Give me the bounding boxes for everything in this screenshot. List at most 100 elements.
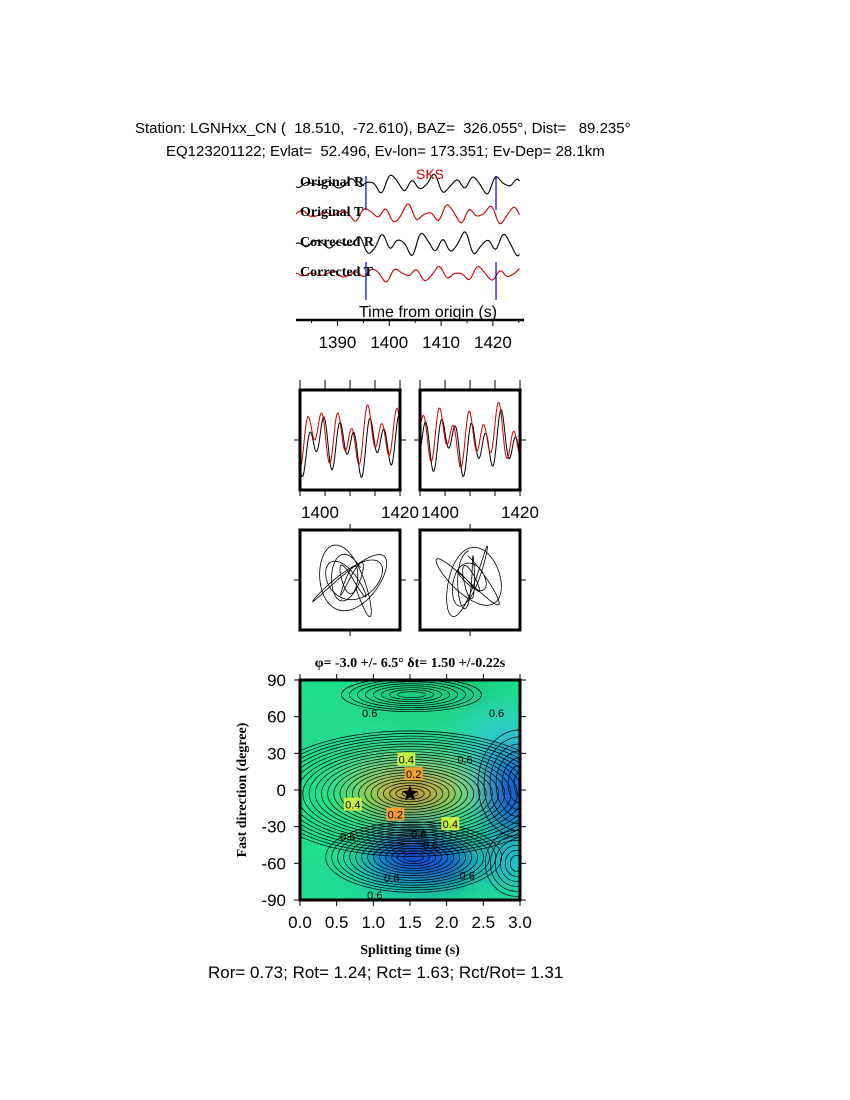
trace-label: Corrected R: [300, 235, 375, 250]
contour-label: 0.2: [388, 809, 403, 821]
trace-label: Original T: [300, 205, 364, 220]
energy-contour: [477, 729, 520, 839]
splitting-result-title: φ= -3.0 +/- 6.5° δt= 1.50 +/-0.22s: [315, 656, 506, 671]
energy-contour: [300, 730, 520, 857]
heatmap-x-tick-label: 0.5: [325, 913, 349, 932]
contour-label: 0.2: [406, 769, 421, 781]
contour-label-bg: [397, 752, 416, 766]
energy-contour: [507, 764, 520, 804]
contour-label: 0.6: [367, 890, 382, 902]
energy-contour: [501, 757, 520, 811]
trace-original-t: [295, 203, 520, 225]
contour-label: 0.6: [384, 873, 399, 885]
heatmap-y-tick-label: -30: [261, 818, 286, 837]
energy-contour: [383, 782, 437, 805]
heatmap-y-tick-label: 0: [277, 781, 286, 800]
energy-contour: [367, 838, 461, 876]
waveform-tick-label: 1400: [301, 503, 339, 522]
time-tick-label: 1400: [370, 333, 408, 352]
waveform-fast: [420, 408, 520, 478]
energy-contour: [483, 736, 520, 832]
heatmap-x-tick-label: 2.0: [435, 913, 459, 932]
energy-contour: [373, 840, 455, 874]
best-fit-star-icon: [401, 785, 419, 801]
heatmap-y-tick-label: -60: [261, 854, 286, 873]
energy-contour: [389, 689, 434, 701]
energy-contour: [489, 834, 520, 892]
phase-label-sks: SKS: [416, 166, 444, 182]
energy-contour: [499, 844, 520, 882]
energy-contour: [403, 852, 425, 862]
ratio-summary: Ror= 0.73; Rot= 1.24; Rct= 1.63; Rct/Rot…: [208, 963, 564, 982]
heatmap-y-tick-label: 90: [267, 671, 286, 690]
contour-label: 0.6: [460, 871, 475, 883]
energy-contour: [385, 845, 443, 869]
energy-contour: [373, 685, 450, 705]
time-tick-label: 1420: [474, 333, 512, 352]
energy-contour: [341, 680, 482, 713]
waveform-tick-label: 1400: [421, 503, 459, 522]
energy-contour: [325, 821, 503, 893]
energy-contour: [391, 848, 437, 867]
trace-label: Original R: [300, 175, 365, 190]
trace-label: Corrected T: [300, 265, 374, 280]
waveform-slow: [300, 404, 400, 470]
heatmap-x-tick-label: 1.0: [362, 913, 386, 932]
waveform-fast: [300, 413, 400, 478]
contour-label: 0.6: [362, 708, 377, 720]
waveform-slow: [420, 401, 520, 469]
heatmap-x-tick-label: 0.0: [288, 913, 312, 932]
contour-label-bg: [441, 817, 460, 831]
particle-motion-path: [435, 545, 502, 618]
contour-label: 0.6: [340, 831, 355, 843]
station-info: Station: LGNHxx_CN ( 18.510, -72.610), B…: [135, 120, 631, 137]
seismogram-x-axis-label: Time from origin (s): [359, 304, 497, 321]
energy-contour: [504, 849, 520, 877]
energy-heatmap: 0.6 0.60.60.40.20.40.20.40.6 0.60.60.6 0.60…: [300, 680, 520, 902]
contour-label-bg: [343, 797, 362, 811]
contour-label: 0.6: [423, 840, 438, 852]
energy-contour: [355, 833, 473, 881]
trace-corrected-r: [295, 231, 520, 257]
energy-contour: [509, 854, 520, 872]
particle-motion-right: [418, 528, 522, 632]
heatmap-x-tick-label: 2.5: [472, 913, 496, 932]
energy-contour: [365, 683, 458, 707]
time-tick-label: 1390: [319, 333, 357, 352]
event-info: EQ123201122; Evlat= 52.496, Ev-lon= 173.…: [166, 143, 605, 160]
heatmap-x-axis-label: Splitting time (s): [360, 943, 460, 958]
energy-contour: [513, 771, 520, 797]
energy-contour: [379, 843, 449, 872]
energy-contour: [300, 746, 520, 842]
energy-contour: [308, 751, 512, 837]
contour-label-bg: [386, 807, 405, 821]
energy-contour: [376, 779, 444, 808]
energy-contour: [397, 850, 431, 864]
contour-label: 0.4: [443, 819, 458, 831]
heatmap-x-tick-label: 1.5: [398, 913, 422, 932]
energy-contour: [489, 743, 520, 825]
energy-contour: [349, 680, 474, 711]
energy-contour: [300, 733, 520, 855]
fast-slow-panel-left: [298, 388, 402, 492]
energy-contour: [302, 748, 518, 839]
heatmap-x-tick-label: 3.0: [508, 913, 532, 932]
contour-label: 0.6: [411, 829, 426, 841]
energy-contour: [397, 691, 426, 699]
contour-label: 0.6: [457, 754, 472, 766]
contour-label: 0.6: [489, 708, 504, 720]
heatmap-y-tick-label: 60: [267, 708, 286, 727]
waveform-tick-label: 1420: [381, 503, 419, 522]
energy-contour: [361, 836, 467, 879]
contour-label-bg: [404, 767, 423, 781]
energy-contour: [484, 829, 520, 897]
particle-motion-path: [312, 544, 388, 618]
heatmap-y-tick-label: -90: [261, 891, 286, 910]
contour-label: 0.4: [345, 800, 360, 812]
energy-contour: [337, 826, 491, 888]
time-tick-label: 1410: [422, 333, 460, 352]
contour-label: 0.4: [399, 754, 414, 766]
energy-contour: [381, 687, 442, 703]
energy-contour: [494, 839, 520, 887]
